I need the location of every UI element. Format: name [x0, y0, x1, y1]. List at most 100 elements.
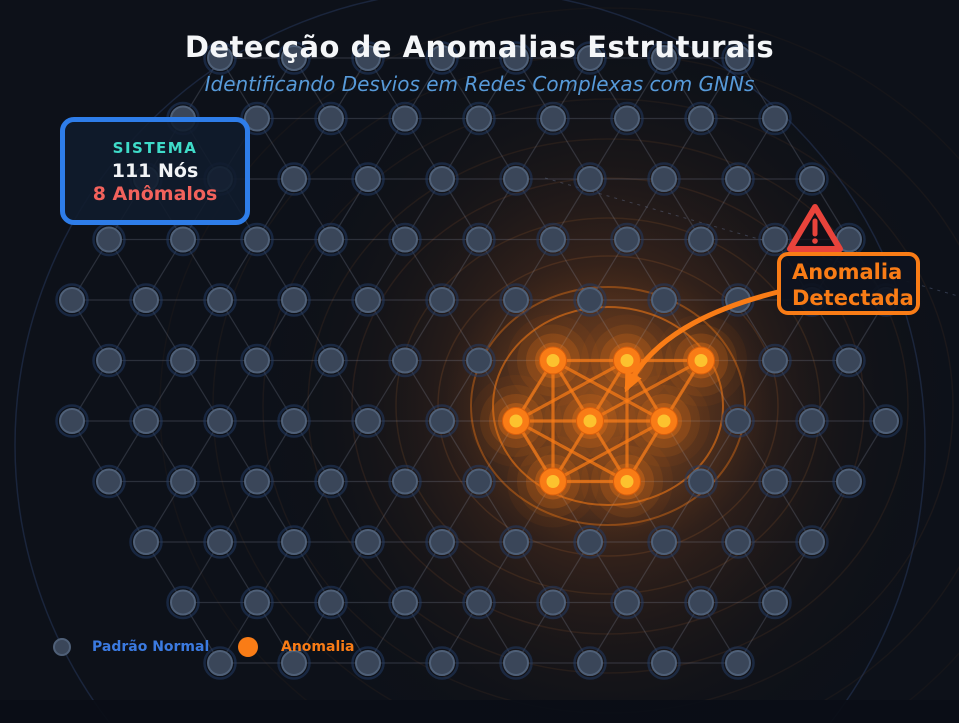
normal-node: [55, 283, 89, 317]
normal-node: [462, 585, 496, 620]
callout-line-1: Anomalia: [792, 260, 903, 284]
normal-node: [129, 404, 163, 438]
normal-node: [536, 101, 570, 136]
normal-node: [721, 41, 755, 75]
legend-anomaly-label: Anomalia: [281, 639, 355, 655]
detection-arrow: [624, 289, 781, 393]
normal-node: [425, 41, 459, 75]
normal-node: [314, 464, 348, 499]
normal-node: [684, 464, 718, 499]
normal-node: [721, 162, 755, 196]
normal-node: [351, 525, 385, 559]
anomaly-node: [650, 407, 678, 435]
normal-node: [277, 283, 311, 317]
normal-node: [795, 525, 829, 559]
normal-node: [203, 525, 237, 559]
normal-node: [684, 222, 718, 257]
normal-node: [573, 41, 607, 75]
node-count-value: 111 Nós: [111, 159, 199, 182]
normal-node: [758, 343, 792, 378]
normal-node: [351, 646, 385, 680]
normal-node: [462, 464, 496, 499]
normal-node: [869, 404, 903, 438]
normal-node: [351, 41, 385, 75]
normal-node: [129, 525, 163, 559]
anomaly-node: [576, 407, 604, 435]
normal-node: [388, 464, 422, 499]
normal-node: [573, 646, 607, 680]
normal-node: [610, 101, 644, 136]
normal-node: [388, 101, 422, 136]
anomaly-node: [539, 467, 567, 496]
normal-node: [721, 646, 755, 680]
normal-node: [203, 404, 237, 438]
normal-node: [647, 283, 681, 317]
normal-node: [684, 101, 718, 136]
normal-node: [573, 525, 607, 559]
decor-lines: [14, 0, 959, 723]
normal-node: [425, 162, 459, 196]
normal-node: [647, 525, 681, 559]
normal-node: [314, 101, 348, 136]
anomaly-node: [687, 346, 715, 375]
anomaly-count-value: 8 Anômalos: [92, 182, 218, 205]
normal-node: [721, 525, 755, 559]
normal-node: [721, 404, 755, 438]
normal-node: [536, 222, 570, 257]
anomaly-node: [502, 407, 530, 435]
normal-node: [795, 404, 829, 438]
normal-node: [684, 585, 718, 620]
normal-node: [277, 162, 311, 196]
legend-normal-label: Padrão Normal: [92, 639, 210, 655]
normal-node: [314, 343, 348, 378]
system-info-panel: SISTEMA 111 Nós 8 Anômalos: [60, 117, 250, 225]
anomaly-node: [539, 346, 567, 375]
normal-node: [610, 222, 644, 257]
normal-node: [758, 101, 792, 136]
normal-node: [425, 404, 459, 438]
anomaly-nodes: [502, 346, 715, 496]
normal-node: [166, 585, 200, 620]
normal-node: [92, 464, 126, 499]
normal-node: [277, 525, 311, 559]
normal-node: [351, 404, 385, 438]
anomaly-glow-halos: [470, 314, 747, 528]
normal-node: [425, 283, 459, 317]
normal-node: [758, 585, 792, 620]
normal-node: [203, 41, 237, 75]
normal-node: [277, 404, 311, 438]
normal-node: [462, 343, 496, 378]
normal-node: [129, 283, 163, 317]
normal-nodes: [55, 41, 903, 680]
ripple-rings: [159, 7, 959, 723]
footer-strip: [0, 700, 959, 723]
normal-node: [832, 343, 866, 378]
normal-node: [240, 222, 274, 257]
normal-node: [314, 222, 348, 257]
anomaly-node: [613, 467, 641, 496]
callout-line-2: Detectada: [792, 286, 914, 310]
normal-node: [462, 222, 496, 257]
normal-node: [499, 646, 533, 680]
legend-normal-dot-icon: [53, 638, 71, 656]
normal-node: [462, 101, 496, 136]
normal-node: [499, 525, 533, 559]
normal-node: [499, 41, 533, 75]
normal-node: [573, 162, 607, 196]
normal-node: [277, 41, 311, 75]
normal-node: [166, 464, 200, 499]
normal-node: [388, 343, 422, 378]
normal-node: [832, 464, 866, 499]
normal-node: [758, 464, 792, 499]
normal-node: [647, 162, 681, 196]
page-subtitle: Identificando Desvios em Redes Complexas…: [204, 72, 755, 96]
normal-node: [166, 343, 200, 378]
normal-node: [240, 343, 274, 378]
normal-node: [573, 283, 607, 317]
normal-node: [166, 222, 200, 257]
normal-node: [536, 585, 570, 620]
normal-node: [314, 585, 348, 620]
normal-node: [795, 162, 829, 196]
